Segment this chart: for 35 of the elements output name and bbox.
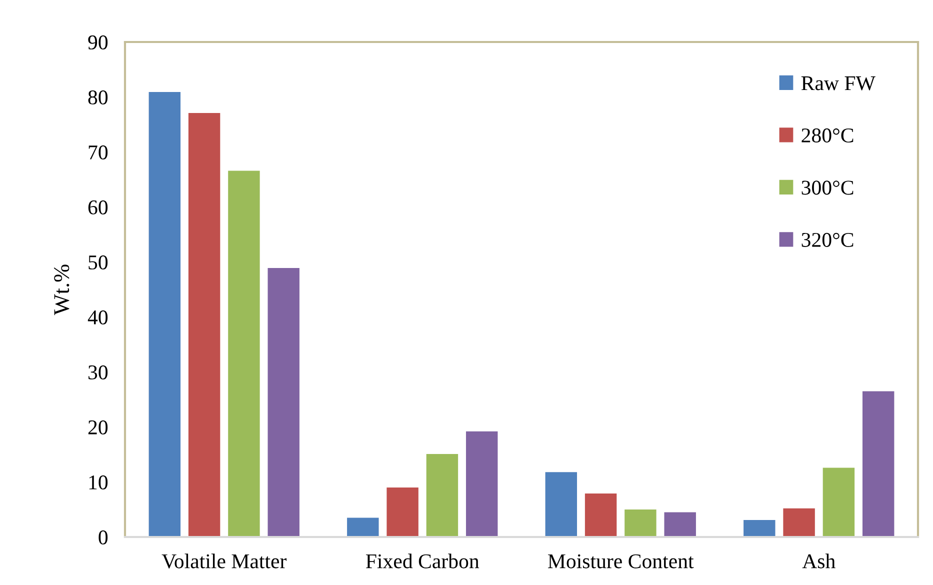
x-tick-label: Moisture Content [548,554,694,568]
x-tick-label: Volatile Matter [162,554,287,568]
bar [822,468,855,537]
bar [862,391,894,537]
bar [268,268,300,537]
x-tick-label: Fixed Carbon [366,554,480,568]
bar [347,518,379,537]
bar [386,488,418,537]
bar [148,92,181,537]
y-tick-label: 70 [88,145,108,160]
y-tick-label: 30 [88,365,108,380]
y-tick-label: 90 [88,35,108,50]
bar [744,520,776,537]
bar [228,170,260,537]
y-tick-label: 10 [89,475,108,490]
y-tick-label: 60 [88,200,108,214]
bar [188,112,220,537]
y-tick-label: 50 [88,255,108,270]
bar [624,510,656,537]
y-tick-label: 80 [88,90,108,104]
y-axis-title: Wt.% [54,264,70,316]
bar [545,472,578,537]
bar [584,494,617,537]
legend-label: 280°C [802,128,854,142]
bar [466,431,498,537]
y-tick-label: 40 [88,310,108,324]
x-tick-label: Ash [802,554,836,568]
bar [783,508,815,537]
bar [664,512,696,537]
y-tick-label: 20 [88,420,108,434]
y-tick-label: 0 [98,530,108,544]
legend-label: 320°C [802,232,854,247]
legend-label: 300°C [802,180,854,195]
bar [426,454,458,537]
legend-label: Raw FW [801,76,876,90]
